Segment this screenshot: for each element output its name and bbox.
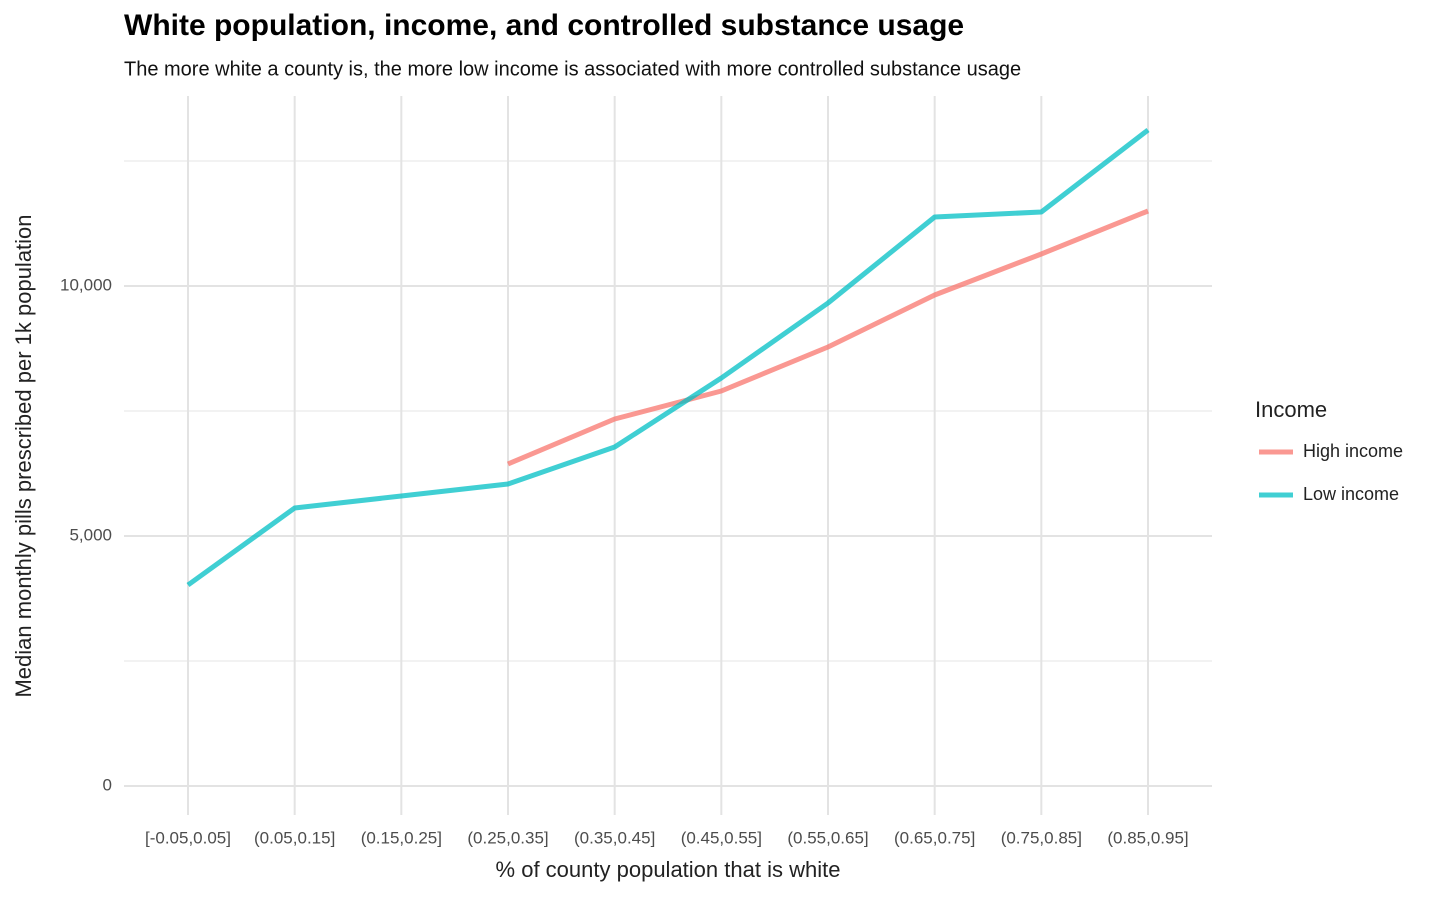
line [507,208,1149,467]
x-tick-label: (0.15,0.25] [361,828,442,847]
x-tick-label: (0.85,0.95] [1107,828,1188,847]
legend-label: High income [1303,441,1403,461]
x-tick-label: (0.05,0.15] [254,828,335,847]
y-axis-label: Median monthly pills prescribed per 1k p… [11,214,36,697]
line [186,128,1150,588]
grid [124,96,1212,815]
legend-label: Low income [1303,484,1399,504]
chart-title: White population, income, and controlled… [124,9,964,42]
x-tick-label: (0.45,0.55] [681,828,762,847]
x-axis-label: % of county population that is white [496,857,841,882]
y-tick-label: 0 [103,775,112,794]
x-tick-label: (0.75,0.85] [1001,828,1082,847]
plot [186,128,1150,588]
y-tick-label: 5,000 [69,525,112,544]
chart-subtitle: The more white a county is, the more low… [124,58,1021,80]
x-tick-label: (0.55,0.65] [787,828,868,847]
x-tick-label: (0.35,0.45] [574,828,655,847]
x-tick-label: [-0.05,0.05] [145,828,231,847]
x-tick-label: (0.65,0.75] [894,828,975,847]
x-tick-label: (0.25,0.35] [467,828,548,847]
y-tick-label: 10,000 [60,275,112,294]
legend-title: Income [1255,397,1327,422]
